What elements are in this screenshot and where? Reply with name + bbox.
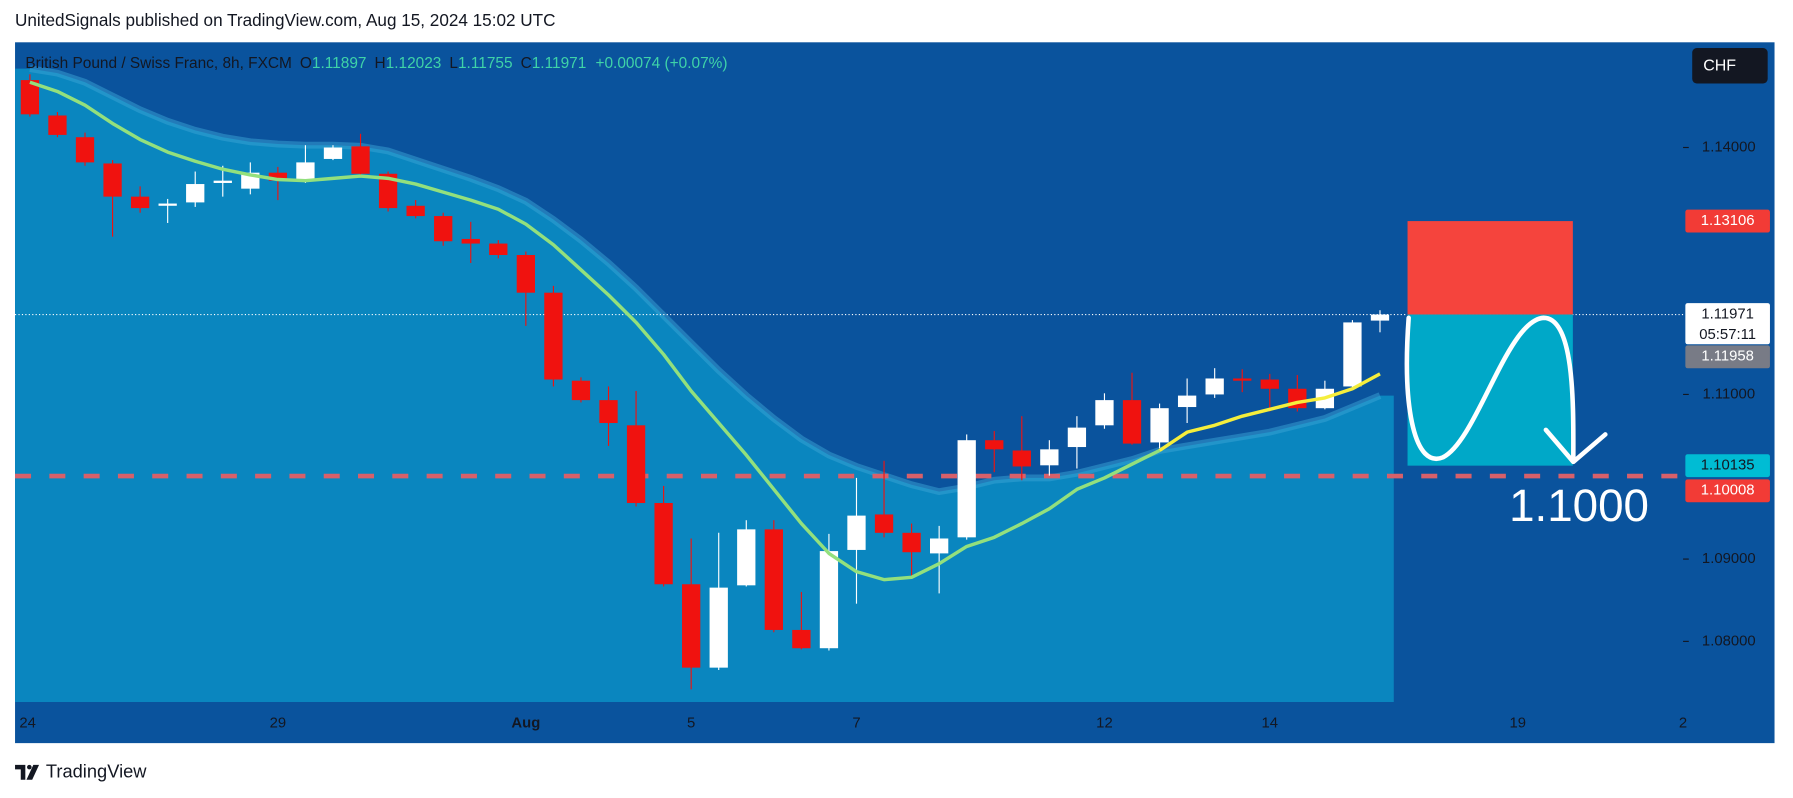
candle-body [489, 243, 508, 256]
legend-part: O [300, 55, 312, 72]
candle-body [1343, 322, 1362, 387]
legend-part: 1.12023 [386, 55, 442, 72]
candle-body [48, 115, 67, 135]
candle-body [103, 163, 122, 197]
candle-body [406, 205, 425, 217]
candle-body [296, 162, 315, 180]
legend-part: +0.00074 (+0.07%) [595, 55, 727, 72]
currency-button[interactable] [1692, 48, 1768, 84]
x-tick-label: Aug [511, 716, 540, 732]
x-tick-label: 24 [19, 716, 36, 732]
countdown: 05:57:11 [1699, 327, 1756, 343]
candle-body [737, 529, 756, 586]
candle-body [1260, 379, 1279, 389]
price-tag-label: 1.11958 [1701, 349, 1754, 365]
candle-body [1233, 378, 1252, 381]
candle-body [516, 255, 535, 293]
moving-average [1158, 372, 1381, 452]
y-tick-label: 1.14000 [1702, 139, 1756, 155]
y-tick-label: 1.11000 [1702, 386, 1755, 402]
x-tick-label: 19 [1509, 716, 1526, 732]
stop-zone [1407, 221, 1573, 315]
candle-body [434, 216, 453, 242]
candle-body [20, 80, 40, 115]
candle-body [1040, 449, 1059, 466]
candle-body [268, 172, 288, 181]
legend-part: 1.11971 [532, 55, 587, 72]
candle-body [323, 147, 343, 159]
legend-part: British Pound / Swiss Franc, 8h, FXCM [25, 55, 292, 72]
candle-body [764, 529, 783, 630]
legend-part: H [374, 55, 385, 72]
y-tick-label: 1.08000 [1702, 633, 1756, 649]
price-tag-label: 1.10008 [1701, 483, 1755, 499]
candle-body [599, 400, 618, 424]
currency-label[interactable]: CHF [1703, 58, 1736, 75]
candle-body [158, 203, 177, 206]
candle-body [874, 514, 894, 533]
price-tag [1685, 303, 1770, 345]
candle-body [709, 587, 728, 668]
x-tick-label: 5 [687, 716, 695, 732]
candle-body [1095, 400, 1114, 426]
candle-body [75, 137, 95, 163]
candle-body [819, 551, 839, 649]
candle-body [985, 440, 1004, 450]
legend-part: L [449, 55, 458, 72]
price-tag [1685, 209, 1770, 233]
band-area [15, 68, 1394, 702]
candle-body [626, 425, 646, 504]
legend-part: 1.11897 [312, 55, 367, 72]
price-tag-label: 1.10135 [1701, 458, 1755, 474]
price-tag-label: 1.11971 [1701, 306, 1754, 322]
candle-body [792, 629, 811, 649]
candle-body [571, 380, 591, 401]
candle-body [682, 584, 701, 668]
candle-body [1067, 427, 1087, 448]
price-tag [1685, 345, 1770, 369]
x-tick-label: 14 [1262, 716, 1279, 732]
logo-dot [27, 764, 32, 770]
candle-body [544, 292, 563, 380]
candle-body [1370, 314, 1390, 321]
legend: British Pound / Swiss Franc, 8h, FXCM O1.… [25, 55, 727, 72]
logo-bar [15, 764, 26, 780]
candle-body [1205, 378, 1224, 395]
x-tick-label: 2 [1679, 716, 1687, 732]
candle-body [461, 238, 480, 244]
plot-layer: 1.08000 1.09000 1.11000 1.14000 24 29 Aug 5 7 12 1… [15, 55, 1770, 732]
candle-body [929, 538, 949, 554]
candle-body [213, 180, 232, 183]
x-tick-label: 12 [1096, 716, 1113, 732]
header: UnitedSignals published on TradingView.c… [15, 10, 555, 30]
hand-drawn-curve [1404, 315, 1608, 465]
moving-average [29, 80, 1161, 582]
candle-body [1122, 400, 1142, 444]
annotation: 1.1000 [1509, 480, 1649, 531]
legend-part: C [521, 55, 532, 72]
candle-body [654, 503, 673, 585]
candle-body [902, 532, 921, 553]
x-tick-label: 7 [852, 716, 860, 732]
footer-brand: TradingView [46, 761, 147, 782]
candle-body [957, 440, 976, 538]
footer-logo [15, 764, 40, 780]
y-tick-label: 1.09000 [1702, 551, 1756, 567]
price-tag [1685, 479, 1770, 503]
candle-body [847, 515, 866, 550]
candle-body [130, 196, 150, 209]
candle-body [378, 173, 398, 209]
candle-body [1012, 450, 1031, 467]
price-tag [1685, 454, 1770, 478]
candle-body [351, 146, 370, 174]
candle-body [1150, 408, 1169, 443]
candle-body [1177, 395, 1197, 408]
logo-slash [26, 764, 40, 780]
x-tick-label: 29 [270, 716, 287, 732]
price-tag-label: 1.13106 [1701, 213, 1755, 229]
legend-part: 1.11755 [458, 55, 513, 72]
candle-body [186, 184, 205, 203]
